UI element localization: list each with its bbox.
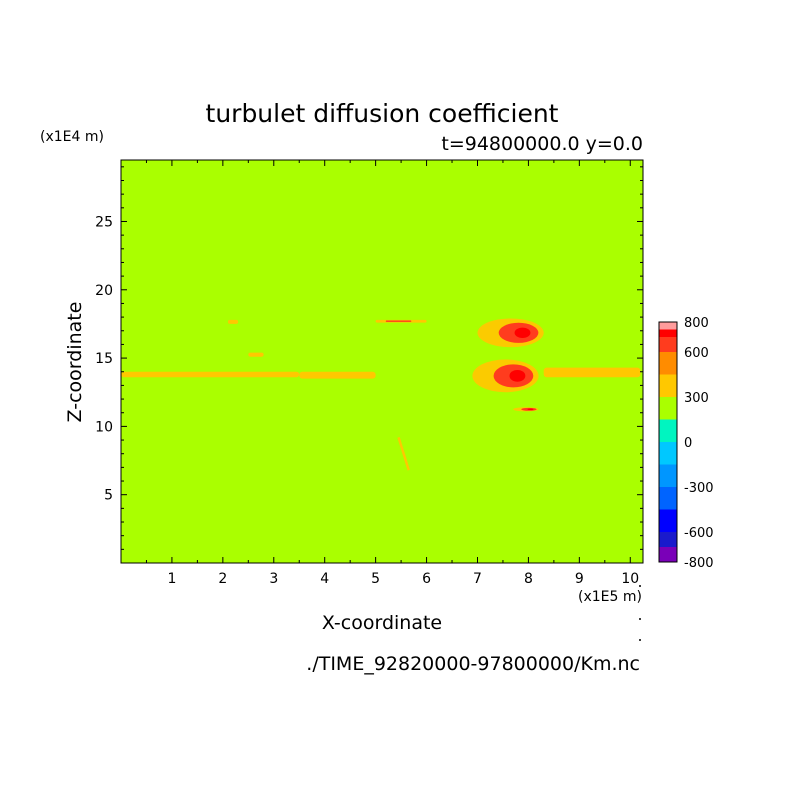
marker-dot	[639, 618, 641, 620]
x-axis: 1 2 3 4 5 6 7 8 9 10	[145, 160, 639, 587]
colorbar-label: 0	[684, 436, 692, 451]
plot-area	[120, 159, 644, 564]
y-scale-label: (x1E4 m)	[40, 129, 104, 145]
colorbar-band	[659, 337, 677, 352]
background-field	[121, 160, 643, 563]
colorbar-band	[659, 464, 677, 487]
colorbar-frame	[658, 321, 678, 563]
colorbar-band	[659, 442, 677, 465]
y-axis-label: Z-coordinate	[64, 302, 86, 423]
x-scale-label: (x1E5 m)	[578, 589, 642, 605]
feature-main-layer-left	[121, 371, 300, 378]
x-tick-label: 7	[473, 571, 482, 587]
feature-main-layer-mid	[299, 371, 376, 379]
colorbar-band	[659, 397, 677, 420]
feature-small-blob-2.2	[227, 319, 239, 324]
colorbar-band	[659, 547, 677, 562]
x-axis-label: X-coordinate	[322, 612, 442, 634]
x-tick-label: 2	[218, 571, 227, 587]
colorbar-band	[659, 532, 677, 547]
chart-subtitle: t=94800000.0 y=0.0	[441, 133, 643, 155]
feature-oblique-streak	[397, 436, 410, 471]
feature-storm-upper	[477, 318, 544, 348]
y-tick-label: 20	[95, 283, 113, 299]
colorbar-label: 800	[684, 316, 709, 331]
colorbar-band	[659, 322, 677, 330]
colorbar-band	[659, 419, 677, 442]
x-tick-label: 6	[422, 571, 431, 587]
feature-small-blob-2.6	[248, 352, 264, 357]
colorbar-label: 600	[684, 346, 709, 361]
colorbar-band	[659, 487, 677, 510]
x-tick-label: 8	[524, 571, 533, 587]
colorbar-band	[659, 374, 677, 397]
feature-main-layer-right	[543, 367, 641, 378]
marker-dot	[639, 639, 641, 641]
colorbar-band	[659, 329, 677, 337]
x-tick-label: 4	[320, 571, 329, 587]
y-tick-label: 5	[104, 488, 113, 504]
colorbar-band	[659, 352, 677, 375]
x-tick-label: 1	[167, 571, 176, 587]
y-tick-label: 25	[95, 214, 113, 230]
x-tick-label: 3	[269, 571, 278, 587]
x-tick-label: 9	[575, 571, 584, 587]
features-layer	[121, 318, 641, 471]
y-tick-label: 15	[95, 351, 113, 367]
marker-dot	[639, 585, 641, 587]
colorbar-label: 300	[684, 391, 709, 406]
feature-storm-lower	[472, 359, 539, 393]
y-tick-label: 10	[95, 419, 113, 435]
colorbar-label: -800	[684, 556, 714, 571]
x-tick-label: 5	[371, 571, 380, 587]
feature-upper-streak-red	[385, 320, 412, 322]
file-path-footer: ./TIME_92820000-97800000/Km.nc	[306, 653, 640, 675]
colorbar: 800 600 300 0 -300 -600 -800	[658, 316, 714, 571]
colorbar-band	[659, 509, 677, 532]
x-tick-label: 10	[621, 571, 639, 587]
chart-title: turbulet diffusion coefficient	[206, 99, 559, 128]
y-axis: 5 10 15 20 25	[95, 166, 643, 550]
feature-storm-base	[513, 407, 539, 412]
colorbar-label: -600	[684, 526, 714, 541]
colorbar-label: -300	[684, 481, 714, 496]
plot-frame	[120, 159, 644, 564]
